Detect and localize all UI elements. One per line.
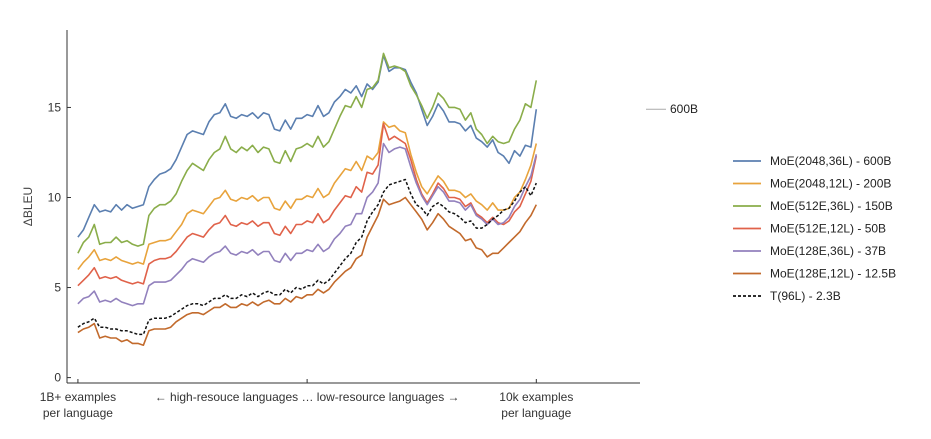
x-ticks: [77, 379, 537, 383]
x-right-label-line1: 10k examples: [499, 390, 573, 404]
y-ticks: 0 5 10 15: [48, 100, 71, 385]
x-right-label-line2: per language: [501, 406, 571, 420]
legend-label: MoE(2048,36L) - 600B: [770, 154, 891, 168]
plot-area: 0 5 10 15: [48, 30, 640, 385]
legend-label: MoE(128E,12L) - 12.5B: [770, 267, 896, 281]
series-line-5: [77, 196, 538, 347]
x-middle-label: ← high-resouce languages … low-resource …: [155, 390, 460, 404]
y-tick-label: 10: [48, 190, 62, 204]
series-group: [77, 52, 538, 347]
series-line-2: [77, 52, 538, 254]
legend-label: MoE(512E,36L) - 150B: [770, 199, 893, 213]
legend: MoE(2048,36L) - 600B MoE(2048,12L) - 200B…: [733, 154, 896, 303]
series-line-1: [77, 121, 538, 270]
series-line-0: [77, 54, 538, 238]
y-tick-label: 0: [54, 371, 61, 385]
y-tick-label: 15: [48, 100, 62, 114]
x-left-label-line1: 1B+ examples: [40, 390, 116, 404]
y-tick-label: 5: [54, 281, 61, 295]
x-left-label-line2: per language: [43, 406, 113, 420]
legend-label: MoE(2048,12L) - 200B: [770, 177, 891, 191]
legend-label: T(96L) - 2.3B: [770, 289, 841, 303]
legend-label: MoE(512E,12L) - 50B: [770, 222, 886, 236]
series-line-4: [77, 142, 538, 307]
series-line-3: [77, 122, 538, 287]
y-axis-label: ΔBLEU: [21, 187, 35, 226]
series-line-6: [77, 178, 537, 336]
legend-label: MoE(128E,36L) - 37B: [770, 244, 886, 258]
annotation-label: 600B: [670, 102, 698, 116]
